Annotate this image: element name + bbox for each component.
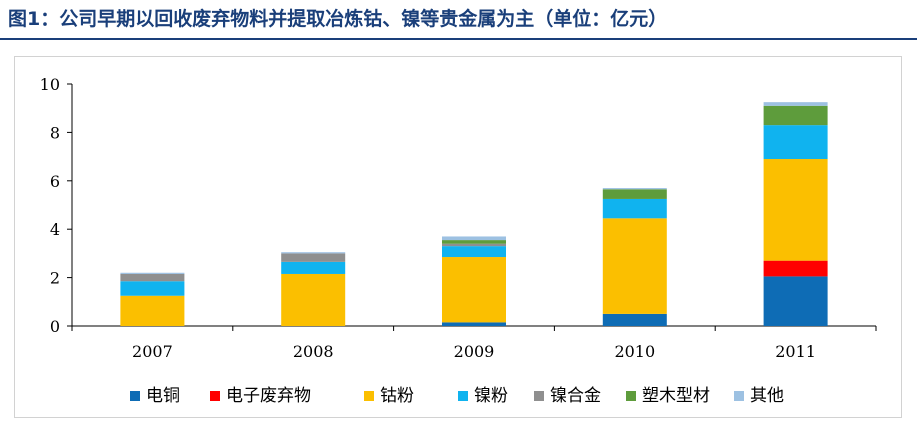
bar-segment-镍粉-2007[interactable]	[120, 281, 185, 296]
y-tick-label: 0	[50, 317, 60, 336]
legend-swatch-电铜	[130, 391, 140, 401]
y-tick-label: 6	[50, 172, 60, 191]
bar-segment-其他-2011[interactable]	[763, 102, 828, 106]
legend-label: 其他	[750, 386, 784, 406]
bar-segment-塑木型材-2009[interactable]	[442, 240, 506, 244]
bar-segment-其他-2008[interactable]	[281, 252, 346, 254]
bar-segment-镍粉-2008[interactable]	[281, 261, 346, 274]
figure-title: 图1：公司早期以回收废弃物料并提取冶炼钴、镍等贵金属为主（单位：亿元）	[8, 8, 668, 30]
legend-label: 电铜	[146, 386, 180, 406]
bar-segment-镍粉-2010[interactable]	[602, 198, 667, 219]
bar-segment-电铜-2011[interactable]	[763, 276, 828, 326]
legend-swatch-塑木型材	[626, 391, 636, 401]
bar-segment-钴粉-2009[interactable]	[442, 257, 506, 323]
bar-segment-镍合金-2009[interactable]	[442, 243, 506, 247]
bar-segment-塑木型材-2010[interactable]	[602, 189, 667, 199]
bar-segment-钴粉-2008[interactable]	[281, 273, 346, 326]
x-tick-label: 2009	[454, 342, 495, 361]
bar-segment-钴粉-2011[interactable]	[763, 159, 828, 261]
bar-segment-镍合金-2008[interactable]	[281, 253, 346, 262]
y-tick-label: 4	[50, 220, 60, 239]
legend-label: 镍粉	[474, 386, 508, 406]
bar-segment-镍粉-2011[interactable]	[763, 125, 828, 160]
bar-segment-钴粉-2010[interactable]	[602, 218, 667, 314]
bar-segment-其他-2007[interactable]	[120, 272, 185, 274]
bar-segment-电铜-2009[interactable]	[442, 322, 506, 326]
legend-label: 钴粉	[380, 386, 414, 406]
legend-swatch-镍粉	[458, 391, 468, 401]
legend-swatch-电子废弃物	[210, 391, 220, 401]
bar-segment-塑木型材-2011[interactable]	[763, 105, 828, 126]
x-tick-label: 2010	[614, 342, 655, 361]
x-tick-label: 2008	[293, 342, 334, 361]
x-tick-label: 2011	[775, 342, 816, 361]
chart-frame	[14, 56, 902, 418]
legend-swatch-其他	[734, 391, 744, 401]
bar-segment-钴粉-2007[interactable]	[120, 295, 185, 326]
x-tick-label: 2007	[132, 342, 173, 361]
legend-label: 镍合金	[550, 386, 601, 406]
legend-swatch-镍合金	[534, 391, 544, 401]
bar-segment-其他-2009[interactable]	[442, 236, 506, 241]
bar-segment-电铜-2010[interactable]	[602, 313, 667, 326]
y-tick-label: 2	[50, 269, 60, 288]
legend-label: 塑木型材	[642, 386, 710, 406]
legend-swatch-钴粉	[364, 391, 374, 401]
title-rule	[0, 38, 917, 40]
bar-segment-镍合金-2007[interactable]	[120, 273, 185, 282]
legend-label: 电子废弃物	[226, 386, 311, 406]
y-tick-label: 10	[40, 75, 60, 94]
y-tick-label: 8	[50, 123, 60, 142]
bar-segment-电子废弃物-2011[interactable]	[763, 260, 828, 277]
bar-segment-镍粉-2009[interactable]	[442, 246, 506, 258]
bar-segment-其他-2010[interactable]	[602, 188, 667, 190]
